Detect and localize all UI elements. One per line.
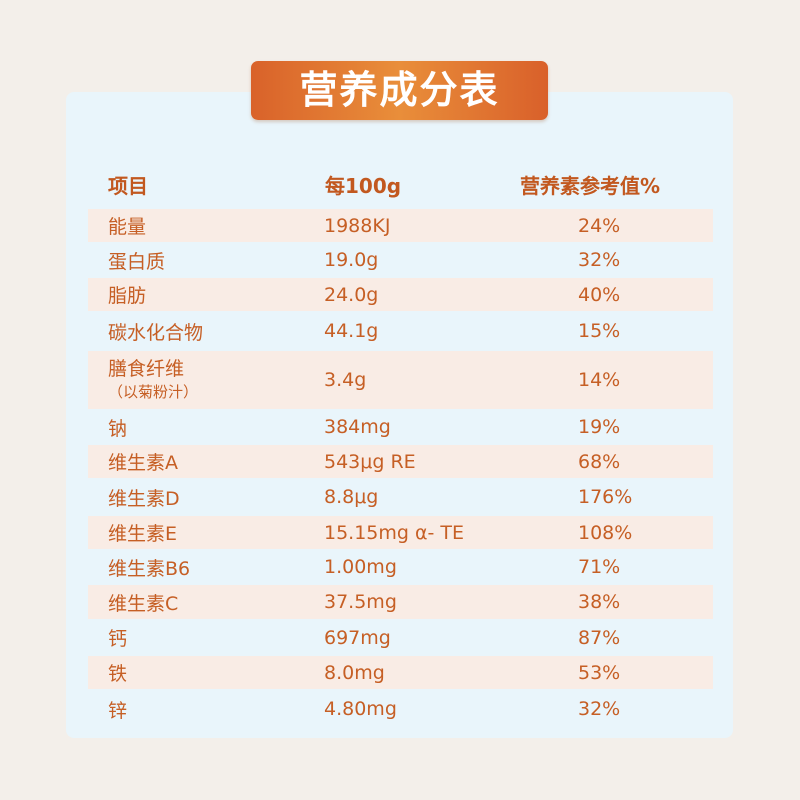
table-row: 铁 8.0mg 53% xyxy=(88,656,713,689)
table-row: 脂肪 24.0g 40% xyxy=(88,278,713,311)
table-row: 维生素A 543μg RE 68% xyxy=(88,445,713,478)
row-name-main: 膳食纤维 xyxy=(108,357,185,380)
row-name: 维生素E xyxy=(108,523,178,545)
row-name: 能量 xyxy=(108,216,147,238)
header-name: 项目 xyxy=(108,174,148,198)
table-row: 蛋白质 19.0g 32% xyxy=(88,242,713,278)
page-title: 营养成分表 xyxy=(251,61,548,120)
row-pct: 14% xyxy=(578,369,621,391)
row-value: 4.80mg xyxy=(324,698,397,720)
row-value: 37.5mg xyxy=(324,591,397,613)
table-header: 项目 每100g 营养素参考值% xyxy=(0,168,800,204)
row-value: 543μg RE xyxy=(324,450,416,473)
table-row: 碳水化合物 44.1g 15% xyxy=(88,311,713,351)
row-pct: 68% xyxy=(578,450,621,473)
row-pct: 15% xyxy=(578,320,621,342)
table-row: 维生素C 37.5mg 38% xyxy=(88,585,713,619)
row-name: 维生素B6 xyxy=(108,557,191,580)
row-pct: 38% xyxy=(578,591,621,613)
nutrition-card xyxy=(66,92,733,738)
row-value: 697mg xyxy=(324,626,391,649)
table-row: 能量 1988KJ 24% xyxy=(88,209,713,242)
row-value: 1988KJ xyxy=(324,214,391,237)
row-pct: 108% xyxy=(578,521,633,544)
row-pct: 32% xyxy=(578,698,621,720)
table-row: 钙 697mg 87% xyxy=(88,619,713,656)
table-row: 膳食纤维 （以菊粉汁） 3.4g 14% xyxy=(88,351,713,409)
header-pct: 营养素参考值% xyxy=(520,174,661,198)
row-value: 44.1g xyxy=(324,320,379,342)
row-value: 24.0g xyxy=(324,283,379,306)
row-pct: 87% xyxy=(578,626,621,649)
row-name: 蛋白质 xyxy=(108,250,166,273)
row-pct: 24% xyxy=(578,214,621,237)
table-row: 维生素E 15.15mg α- TE 108% xyxy=(88,516,713,549)
row-name: 膳食纤维 （以菊粉汁） xyxy=(108,351,198,409)
row-value: 15.15mg α- TE xyxy=(324,521,465,544)
nutrition-table: 能量 1988KJ 24% 蛋白质 19.0g 32% 脂肪 24.0g 40%… xyxy=(88,209,713,729)
row-pct: 176% xyxy=(578,486,633,508)
row-name: 维生素C xyxy=(108,592,179,615)
row-name: 维生素D xyxy=(108,487,180,510)
row-name: 钠 xyxy=(108,417,128,440)
table-row: 锌 4.80mg 32% xyxy=(88,689,713,729)
row-name-note: （以菊粉汁） xyxy=(108,382,199,401)
row-pct: 40% xyxy=(578,283,621,306)
row-value: 8.0mg xyxy=(324,661,385,684)
table-row: 维生素B6 1.00mg 71% xyxy=(88,549,713,585)
row-name: 碳水化合物 xyxy=(108,321,204,344)
row-pct: 53% xyxy=(578,661,621,684)
row-pct: 71% xyxy=(578,556,621,578)
row-value: 1.00mg xyxy=(324,556,397,578)
table-row: 钠 384mg 19% xyxy=(88,409,713,445)
row-value: 384mg xyxy=(324,416,391,438)
row-pct: 32% xyxy=(578,249,621,271)
row-name: 脂肪 xyxy=(108,285,147,307)
row-name: 钙 xyxy=(108,628,128,650)
row-name: 锌 xyxy=(108,699,128,722)
row-value: 8.8μg xyxy=(324,486,379,508)
row-pct: 19% xyxy=(578,416,621,438)
header-value: 每100g xyxy=(325,174,402,198)
row-name: 铁 xyxy=(108,663,128,685)
row-value: 3.4g xyxy=(324,369,367,391)
table-row: 维生素D 8.8μg 176% xyxy=(88,478,713,516)
row-value: 19.0g xyxy=(324,249,379,271)
row-name: 维生素A xyxy=(108,452,178,474)
